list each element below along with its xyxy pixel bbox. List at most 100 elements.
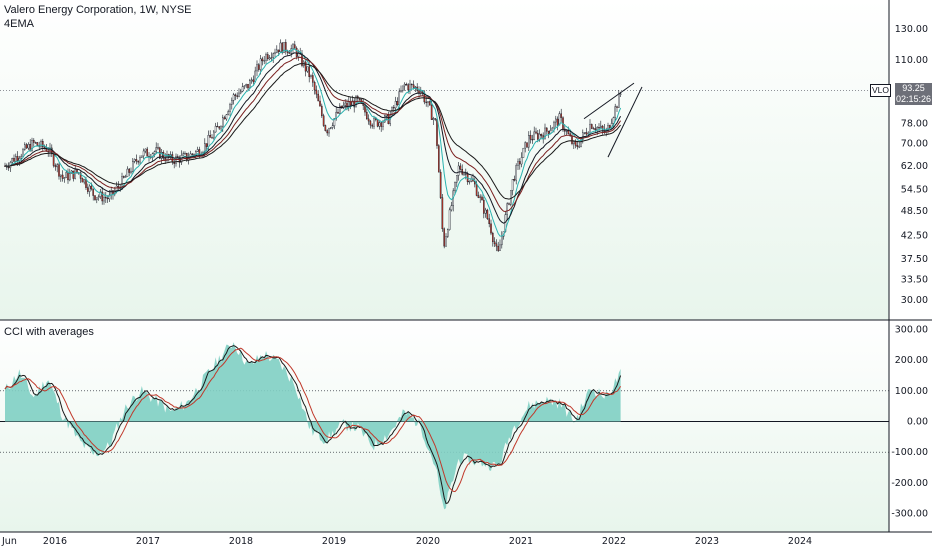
candle-body: [353, 100, 356, 108]
candle-body: [241, 86, 244, 92]
candle-body: [398, 91, 401, 106]
candle-body: [591, 124, 593, 129]
candle-body: [412, 84, 415, 88]
candle-body: [375, 118, 377, 120]
price-tick-label: 78.00: [901, 118, 928, 129]
candle-body: [67, 172, 69, 181]
ema-slow-line: [4, 63, 621, 200]
candle-body: [220, 126, 222, 129]
candle-body: [221, 117, 224, 127]
candle-body: [499, 244, 501, 251]
candle-body: [528, 135, 530, 148]
candle-body: [578, 146, 580, 148]
candle-body: [519, 161, 521, 165]
candle-body: [537, 132, 539, 140]
cci-pane-label: CCI with averages: [4, 326, 94, 338]
candle-body: [414, 86, 417, 89]
candle-body: [376, 119, 379, 127]
candle-body: [122, 176, 125, 178]
candle-body: [72, 170, 75, 179]
candle-body: [225, 114, 228, 120]
candle-body: [285, 42, 287, 52]
time-tick-label: 2019: [322, 536, 346, 547]
candle-body: [394, 101, 397, 109]
candle-body: [61, 174, 64, 179]
candle-body: [258, 64, 260, 70]
time-tick-label: 2017: [136, 536, 160, 547]
cci-tick-label: 300.00: [895, 325, 928, 336]
candle-body: [612, 117, 615, 124]
candle-body: [263, 60, 266, 62]
candle-body: [438, 145, 440, 173]
candle-body: [369, 120, 372, 126]
candle-body: [594, 128, 597, 131]
cci-tick-label: -100.00: [891, 447, 928, 458]
candle-body: [295, 47, 298, 57]
price-tick-label: 37.50: [901, 254, 928, 265]
candle-body: [349, 101, 352, 106]
candle-body: [139, 157, 141, 163]
candle-body: [267, 54, 269, 60]
candle-body: [52, 153, 55, 166]
candle-body: [310, 75, 312, 78]
candle-body: [531, 139, 534, 141]
candle-body: [25, 144, 28, 149]
candle-body: [567, 130, 570, 134]
candle-body: [551, 127, 553, 131]
candle-body: [76, 169, 78, 173]
candle-body: [265, 54, 267, 61]
candle-body: [436, 119, 438, 146]
candle-body: [294, 44, 296, 49]
candle-body: [137, 160, 140, 163]
candle-body: [526, 142, 528, 148]
candle-body: [317, 93, 320, 102]
candle-body: [306, 66, 309, 72]
candle-body: [373, 118, 375, 127]
candle-body: [140, 155, 143, 158]
time-tick-label: 2022: [602, 536, 626, 547]
candle-body: [407, 84, 410, 91]
candle-body: [524, 142, 526, 149]
candle-body: [292, 44, 294, 49]
candle-body: [227, 111, 230, 115]
candle-body: [382, 121, 384, 127]
candle-body: [268, 57, 271, 60]
candle-body: [322, 115, 325, 126]
candle-body: [97, 196, 100, 198]
candle-body: [574, 141, 577, 146]
candle-body: [400, 90, 402, 92]
candle-body: [403, 83, 406, 87]
candle-body: [492, 232, 494, 242]
ema-mid2-line: [4, 56, 622, 213]
candle-body: [304, 61, 307, 72]
chart-title: Valero Energy Corporation, 1W, NYSE: [4, 4, 192, 16]
candle-body: [592, 128, 595, 130]
candle-body: [250, 79, 253, 81]
candle-body: [555, 118, 557, 123]
candle-body: [14, 156, 17, 162]
candle-body: [42, 141, 44, 148]
candle-body: [160, 152, 163, 159]
candle-body: [535, 131, 537, 134]
candle-body: [247, 83, 249, 89]
candle-body: [223, 117, 226, 120]
candle-body: [380, 122, 383, 127]
bar-countdown: 02:15:26: [895, 94, 932, 104]
candle-body: [232, 94, 235, 101]
candle-body: [11, 157, 14, 163]
candle-body: [337, 111, 339, 114]
cci-tick-label: -300.00: [891, 509, 928, 520]
candle-body: [173, 161, 176, 164]
symbol-badge: VLO: [870, 84, 891, 97]
candle-body: [142, 150, 145, 157]
candle-body: [176, 156, 179, 158]
candle-body: [283, 42, 285, 54]
candle-body: [135, 159, 138, 162]
candle-body: [182, 153, 185, 156]
trendline-lower-steep: [607, 86, 643, 158]
cci-tick-label: 200.00: [895, 355, 928, 366]
candle-body: [130, 171, 132, 173]
candle-body: [378, 122, 381, 127]
